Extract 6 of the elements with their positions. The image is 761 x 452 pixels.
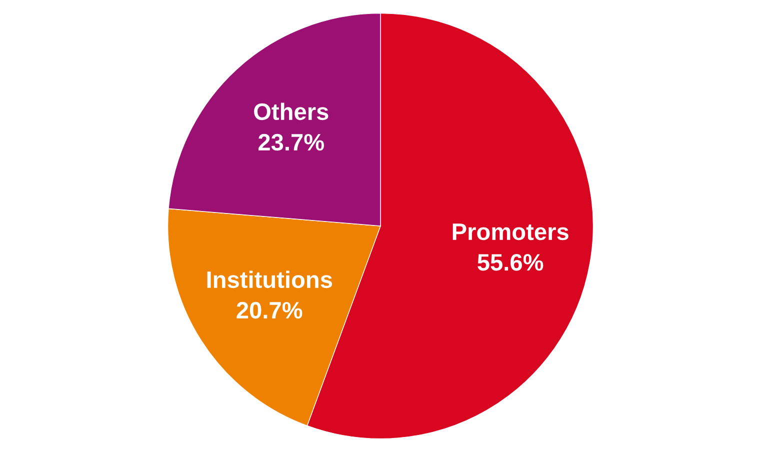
data-label: 20.7% [236,302,302,319]
slice-label: Institutions [207,270,332,288]
data-label: 23.7% [258,134,324,151]
slice-label: Promoters [452,224,568,240]
data-label: 55.6% [478,254,544,271]
slice-label: Others [254,102,328,120]
